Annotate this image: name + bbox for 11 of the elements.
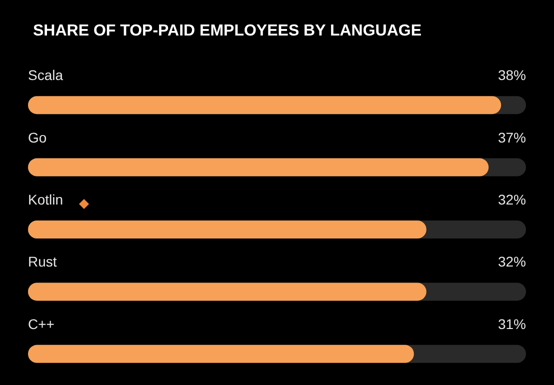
y-tick-label: Scala bbox=[28, 67, 64, 84]
y-tick-label: Rust bbox=[28, 254, 57, 270]
data-label: 32% bbox=[498, 192, 526, 208]
data-label: 38% bbox=[498, 67, 526, 84]
data-label: 37% bbox=[498, 129, 526, 146]
y-tick-label: C++ bbox=[28, 316, 54, 332]
y-tick-label: Kotlin bbox=[28, 192, 64, 208]
data-label: 32% bbox=[498, 254, 526, 270]
chart-title: SHARE OF TOP-PAID EMPLOYEES BY LANGUAGE bbox=[33, 22, 422, 40]
data-label: 31% bbox=[498, 316, 526, 332]
y-tick-label: Go bbox=[28, 129, 47, 146]
